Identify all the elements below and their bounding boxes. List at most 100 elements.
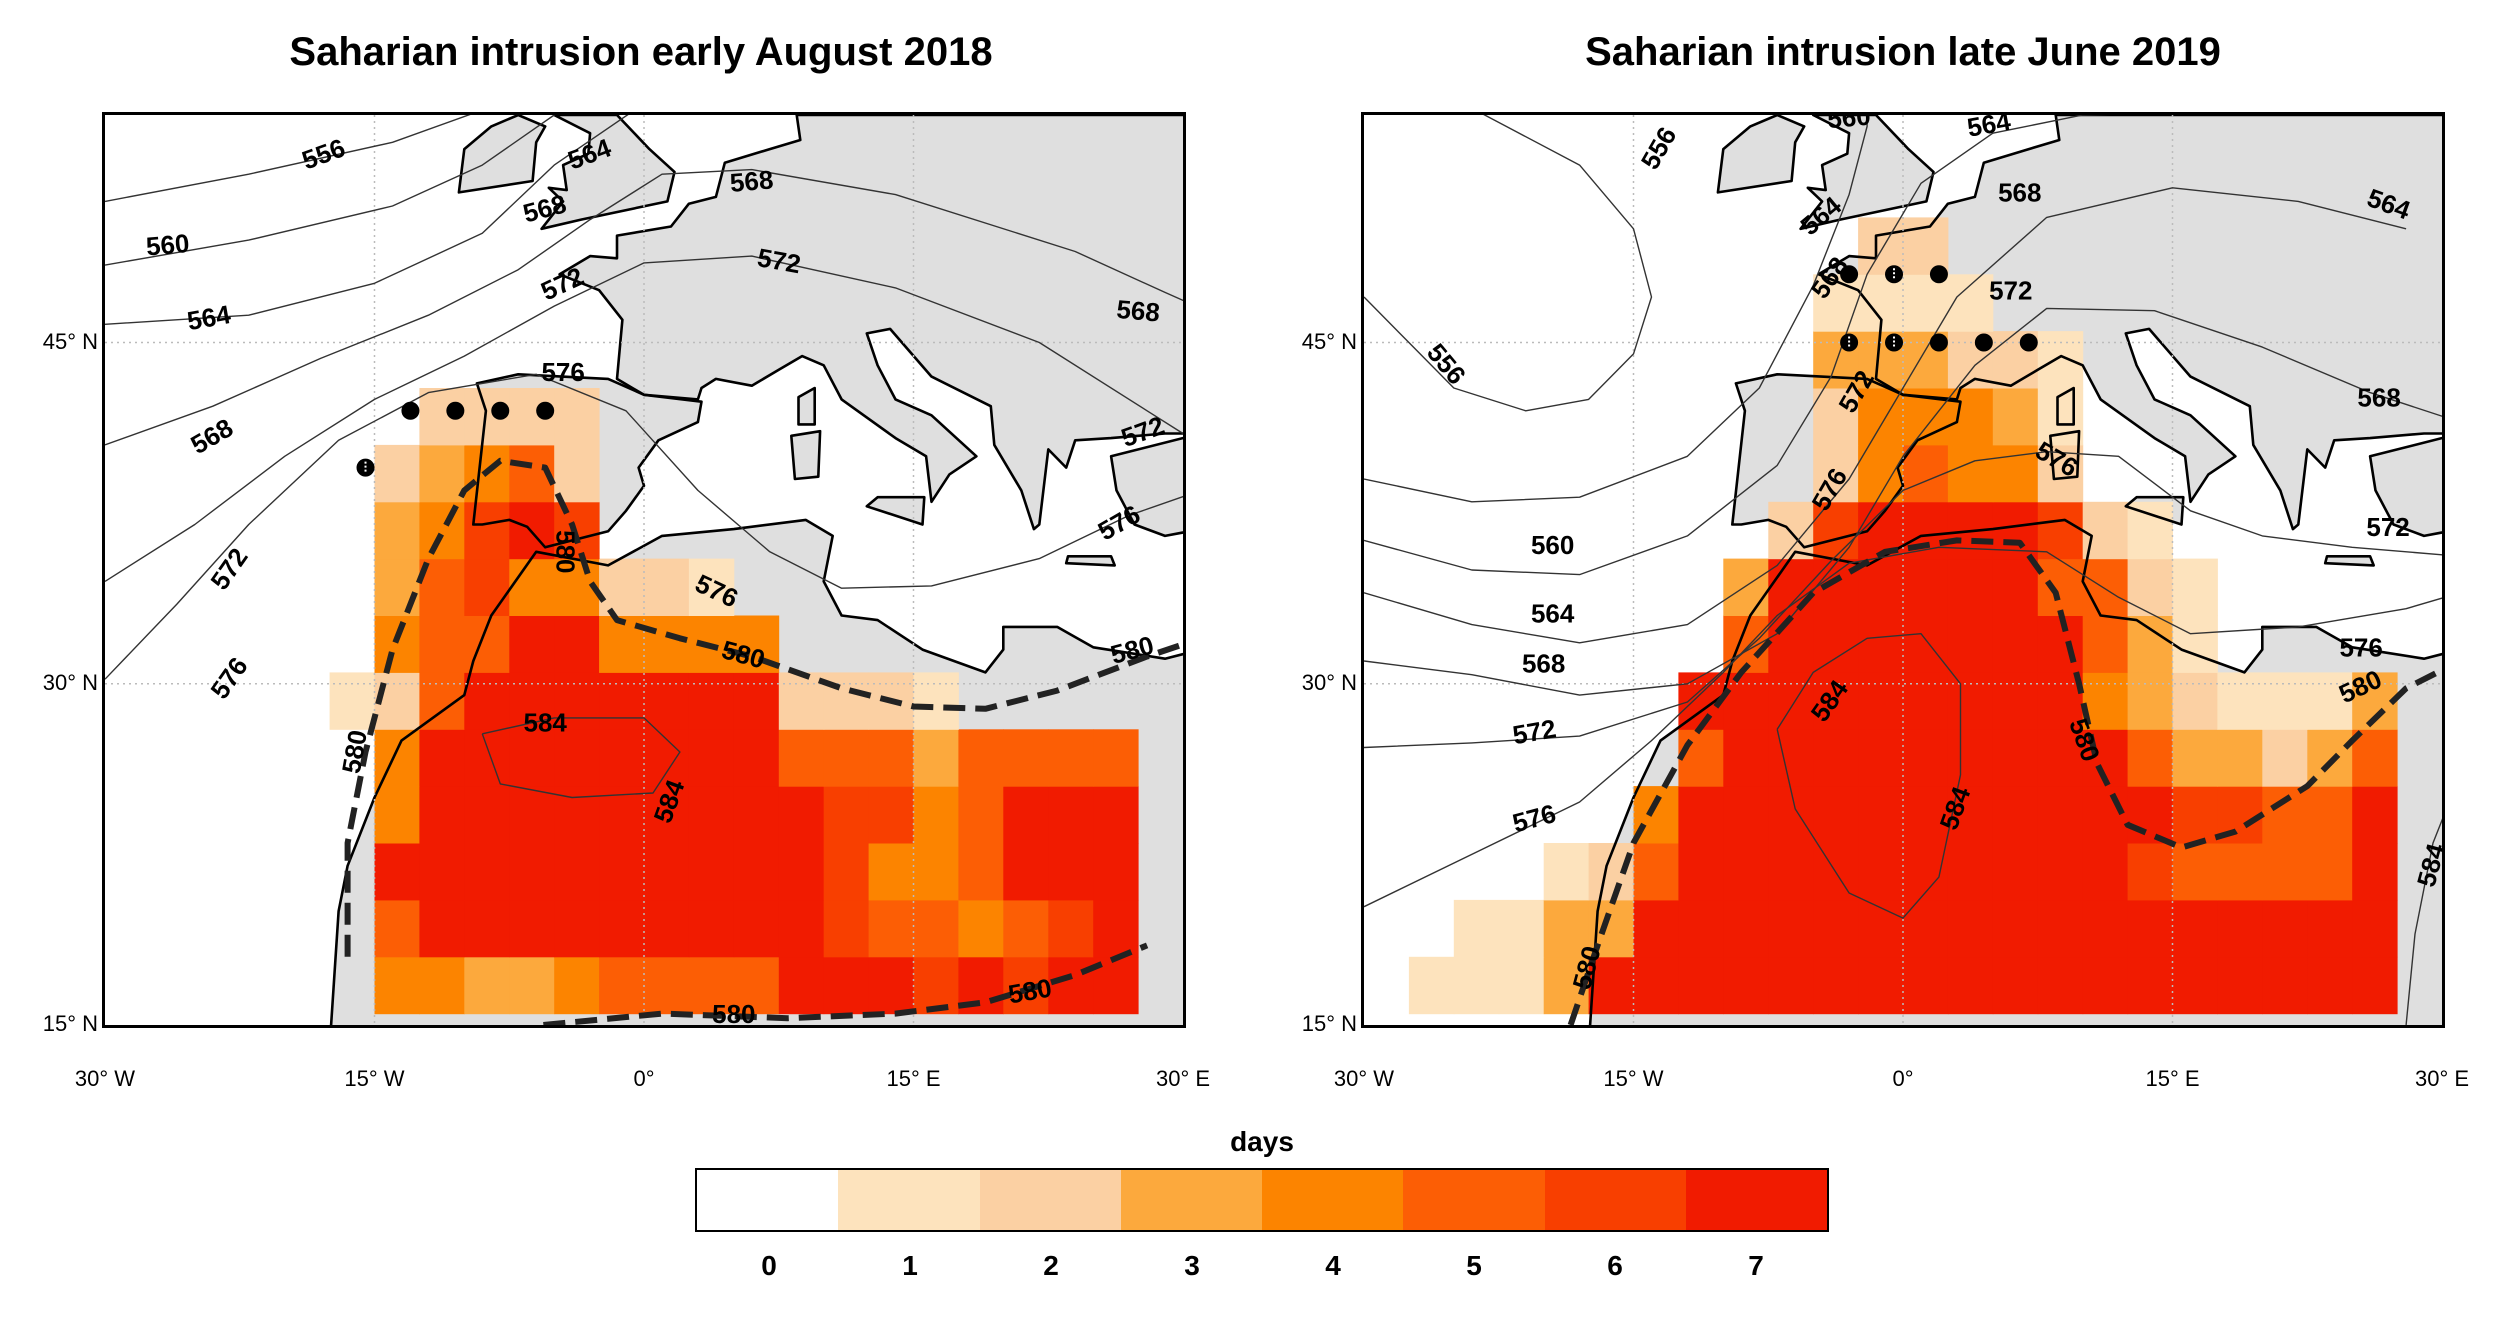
days-cell (2127, 786, 2173, 844)
y-tick-label: 15° N (42, 1011, 98, 1036)
days-cell (1678, 729, 1724, 787)
days-cell (688, 672, 735, 730)
coastline (2056, 386, 2075, 426)
y-tick-label: 30° N (1301, 669, 1357, 695)
days-cell (2172, 615, 2218, 673)
days-cell (2127, 672, 2173, 730)
days-cell (733, 729, 780, 787)
contour-label: 572 (1510, 713, 1558, 750)
days-cell (733, 956, 780, 1015)
colorbar (695, 1168, 1829, 1232)
days-cell (778, 956, 825, 1015)
colorbar-cell (1262, 1170, 1404, 1230)
coastline (1817, 115, 2442, 531)
days-cell (2352, 843, 2398, 901)
contour-label: 572 (2366, 512, 2409, 542)
days-cell (1947, 558, 1994, 616)
coastline (472, 373, 703, 549)
land-area (866, 497, 925, 525)
colorbar-tick-label: 6 (1607, 1250, 1623, 1281)
days-cell (2037, 843, 2084, 901)
map-panel-right: 556 560 564 564 568 564 572 568 556 568 572 576 576 5… (1361, 112, 2445, 1028)
days-cell (1678, 843, 1724, 901)
contour-line (1364, 115, 2111, 576)
days-cell (374, 786, 420, 844)
days-cell (2172, 729, 2218, 787)
contour-line (481, 717, 681, 799)
days-cell (599, 843, 645, 901)
days-cell (688, 899, 735, 958)
days-cell (1858, 956, 1904, 1015)
x-tick-label: 0° (1892, 1066, 1914, 1091)
days-cell (2082, 615, 2129, 673)
days-cell (823, 786, 870, 844)
days-cell (1992, 444, 2039, 503)
station-dot (401, 401, 420, 420)
days-cell (2037, 786, 2084, 844)
contour-label: 560 (145, 228, 191, 262)
days-cell (1992, 615, 2039, 673)
contour-label: 580 (1006, 973, 1054, 1010)
days-cell (2307, 672, 2353, 730)
days-cell (509, 843, 555, 901)
colorbar-cell (1685, 1170, 1827, 1230)
colorbar-cell (1544, 1170, 1686, 1230)
days-cell (599, 956, 645, 1015)
days-cell (464, 956, 510, 1015)
days-cell (2262, 956, 2308, 1015)
days-cell (2217, 729, 2263, 787)
days-cell (2217, 956, 2263, 1015)
days-cell (419, 444, 465, 503)
days-cell (778, 672, 825, 730)
days-cell (1768, 672, 1814, 730)
contour-label: 576 (541, 357, 584, 387)
days-cell (2217, 843, 2263, 901)
days-cell (868, 843, 914, 901)
days-cell (1813, 615, 1859, 673)
days-cell (374, 843, 420, 901)
contour-line (1364, 307, 2442, 696)
days-cell (688, 956, 735, 1015)
days-cell (419, 501, 465, 560)
days-cell (1813, 388, 1859, 446)
days-cell (464, 501, 510, 560)
days-cell (2127, 558, 2173, 616)
days-cell (1633, 899, 1679, 958)
days-cell (2172, 558, 2218, 616)
days-cell (2127, 843, 2173, 901)
days-cell (2172, 672, 2218, 730)
days-cell (1588, 956, 1634, 1015)
coastline (1731, 373, 1962, 549)
days-cell (1813, 899, 1859, 958)
days-cell (1813, 501, 1859, 560)
colorbar-tick-label: 7 (1748, 1250, 1764, 1281)
days-cell (464, 558, 510, 616)
geopotential-contours (1364, 115, 2442, 1025)
days-cell (1543, 843, 1590, 901)
coastline (2049, 429, 2081, 481)
coastline (1716, 115, 1806, 194)
days-cell (2217, 899, 2263, 958)
contour-label: 560 (1826, 115, 1872, 134)
station-dot (446, 401, 465, 420)
x-tick-label: 15° W (1603, 1066, 1664, 1091)
days-cell (1947, 274, 1994, 332)
days-cell (913, 956, 959, 1015)
colorbar-cell (1403, 1170, 1545, 1230)
days-cell (1723, 956, 1769, 1015)
contour-line (105, 373, 1183, 680)
days-cell (778, 729, 825, 787)
days-cell (2352, 729, 2398, 787)
days-cell (913, 843, 959, 901)
days-cell (1048, 956, 1094, 1015)
days-cell (509, 615, 555, 673)
days-cell (1947, 843, 1994, 901)
days-cell (688, 729, 735, 787)
days-cell (1813, 558, 1859, 616)
days-cell (644, 843, 690, 901)
days-cell (1093, 899, 1139, 958)
land-area (458, 115, 546, 193)
colorbar-tick-label: 0 (761, 1250, 777, 1281)
days-cell (374, 899, 420, 958)
colorbar-cell (979, 1170, 1121, 1230)
